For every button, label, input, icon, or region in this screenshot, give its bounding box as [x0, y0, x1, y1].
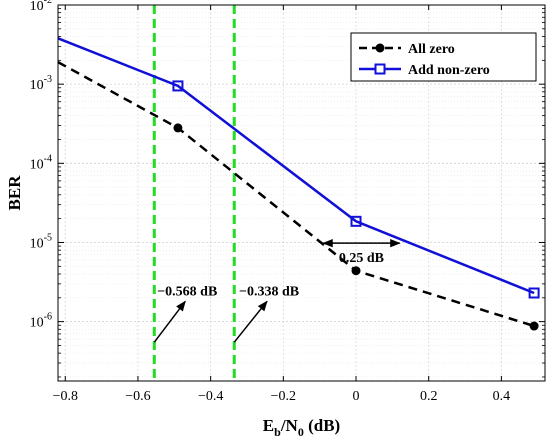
x-tick-label: 0.2	[420, 389, 438, 404]
threshold-lines	[152, 5, 236, 381]
legend-marker-circle	[375, 43, 385, 53]
legend-label: All zero	[408, 42, 455, 57]
data-point-all-zero	[351, 266, 361, 276]
data-point-all-zero	[529, 321, 539, 331]
y-tick-label: 10-3	[30, 74, 52, 93]
axes: −0.8 −0.6 −0.4 −0.2 0 0.2 0.4 10-6 10-5 10-4 10-3 1…	[30, 0, 546, 404]
y-tick-label: 10-5	[30, 232, 52, 251]
data-point-add-non-zero	[350, 215, 362, 227]
x-tick-label: −0.4	[198, 389, 223, 404]
data-point-add-non-zero	[172, 80, 184, 92]
series-group	[57, 37, 540, 331]
y-tick-label: 10-4	[30, 153, 52, 172]
x-axis-label-sub2: 0	[298, 425, 304, 439]
y-axis-label: BER	[5, 175, 24, 211]
annotation-arrow	[153, 300, 186, 343]
plot-frame	[57, 4, 546, 382]
series-line-all-zero	[57, 61, 535, 328]
x-axis-label-tail: (dB)	[304, 416, 340, 435]
x-tick-label: 0.4	[493, 389, 511, 404]
annotation-label: −0.338 dB	[239, 284, 299, 299]
x-tick-label: −0.6	[125, 389, 150, 404]
annotation-label: −0.568 dB	[157, 284, 217, 299]
data-point-add-non-zero	[528, 287, 540, 299]
annotation-arrow	[233, 300, 268, 343]
annotations: −0.568 dB −0.338 dB 0.25 dB	[153, 238, 401, 343]
series-line-add-non-zero	[57, 37, 535, 295]
x-axis-label-sub1: b	[274, 425, 281, 439]
x-axis-label: Eb/N0 (dB)	[263, 416, 340, 439]
x-tick-label: −0.8	[53, 389, 78, 404]
legend-label: Add non-zero	[408, 63, 490, 78]
x-axis-label-main: E	[263, 416, 274, 435]
x-tick-label: 0	[353, 389, 360, 404]
legend-marker-square	[374, 63, 386, 75]
data-point-all-zero	[173, 123, 183, 133]
y-tick-label: 10-6	[30, 312, 52, 331]
x-axis-label-mid: /N	[280, 416, 299, 435]
annotation-label: 0.25 dB	[339, 251, 384, 266]
y-tick-label: 10-2	[30, 0, 52, 14]
grid	[58, 5, 545, 381]
legend: All zero Add non-zero	[350, 32, 537, 82]
x-tick-label: −0.2	[271, 389, 296, 404]
